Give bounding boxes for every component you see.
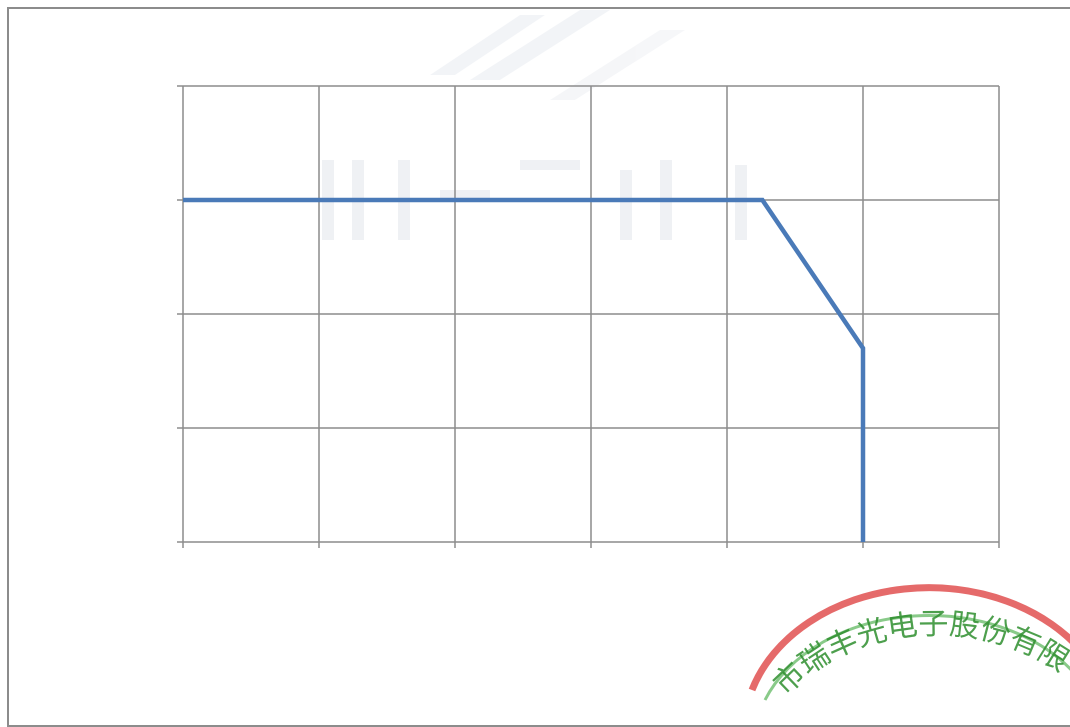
series-line-0 xyxy=(183,197,866,542)
chart-series xyxy=(183,197,866,542)
chart-canvas: 市瑞丰光电子股份有限 xyxy=(177,10,1070,701)
chart-page: 市瑞丰光电子股份有限 xyxy=(7,7,1070,727)
company-seal-stamp: 市瑞丰光电子股份有限 xyxy=(748,584,1070,701)
chart-ticks xyxy=(177,85,1000,548)
watermark-logo xyxy=(322,10,747,240)
chart-grid xyxy=(182,85,1000,543)
